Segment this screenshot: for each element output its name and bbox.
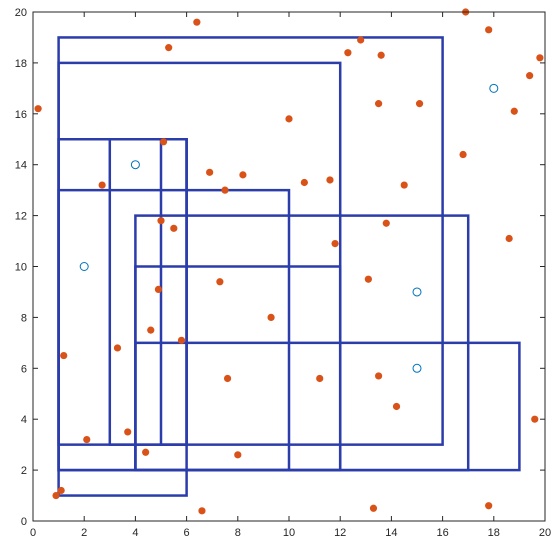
- filled-point-33: [369, 504, 378, 512]
- y-axis-ticks: 0 2 4 6 8 10 12 14 16 18 20: [15, 7, 545, 528]
- open-points-layer: [79, 83, 499, 373]
- y-tick-label-4: 8: [21, 312, 27, 324]
- filled-point-36: [377, 51, 385, 59]
- x-tick-label-0: 0: [30, 527, 36, 539]
- filled-point-26: [300, 178, 308, 187]
- filled-point-9: [147, 326, 155, 334]
- filled-point-35: [375, 372, 383, 380]
- open-point-3: [412, 363, 422, 373]
- filled-point-32: [364, 275, 372, 283]
- open-point-2: [412, 287, 422, 297]
- rectangle-0: [57, 36, 444, 446]
- filled-point-15: [177, 336, 186, 344]
- rectangle-8: [159, 138, 188, 446]
- rectangle-4: [108, 138, 188, 446]
- filled-point-41: [459, 150, 467, 159]
- y-tick-label-5: 10: [15, 262, 27, 274]
- filled-point-17: [198, 507, 206, 515]
- rectangle-3: [57, 188, 291, 472]
- filled-point-34: [375, 100, 383, 108]
- filled-points-layer: [34, 8, 544, 515]
- x-tick-label-2: 4: [132, 527, 138, 539]
- filled-point-21: [223, 374, 232, 383]
- filled-point-25: [285, 115, 293, 123]
- filled-point-49: [536, 54, 544, 62]
- x-tick-label-3: 6: [184, 527, 190, 539]
- filled-point-31: [357, 36, 365, 44]
- x-tick-label-1: 2: [81, 527, 87, 539]
- filled-point-27: [316, 374, 324, 383]
- y-tick-label-1: 2: [21, 465, 27, 477]
- filled-point-19: [216, 278, 224, 286]
- filled-point-22: [234, 451, 242, 459]
- filled-point-5: [98, 181, 106, 189]
- filled-point-29: [331, 239, 339, 248]
- filled-point-7: [124, 428, 132, 436]
- filled-point-16: [193, 18, 201, 26]
- y-tick-label-9: 18: [15, 58, 27, 70]
- rectangle-7: [134, 341, 521, 472]
- filled-point-3: [60, 351, 68, 360]
- filled-point-24: [267, 313, 275, 321]
- filled-point-44: [485, 502, 493, 510]
- filled-point-47: [526, 72, 534, 80]
- x-tick-label-7: 14: [385, 527, 397, 539]
- filled-point-13: [165, 44, 173, 52]
- filled-point-39: [400, 181, 408, 189]
- open-point-1: [130, 160, 140, 170]
- filled-point-4: [83, 435, 91, 444]
- filled-point-2: [57, 486, 65, 495]
- filled-point-8: [142, 448, 150, 456]
- rectangle-6: [134, 265, 342, 472]
- filled-point-37: [382, 219, 390, 227]
- filled-point-45: [505, 234, 513, 243]
- y-tick-label-0: 0: [21, 516, 27, 528]
- filled-point-10: [154, 285, 163, 294]
- filled-point-18: [206, 168, 214, 176]
- x-tick-label-4: 8: [235, 527, 241, 539]
- filled-point-40: [415, 100, 424, 108]
- filled-point-28: [326, 176, 334, 184]
- x-tick-label-8: 16: [436, 527, 448, 539]
- open-point-4: [489, 83, 499, 93]
- filled-point-20: [221, 186, 229, 194]
- y-tick-label-2: 4: [21, 414, 27, 426]
- y-tick-label-10: 20: [15, 7, 27, 19]
- filled-point-14: [170, 224, 178, 232]
- filled-point-38: [392, 402, 401, 411]
- filled-point-0: [34, 105, 42, 113]
- y-tick-label-8: 16: [15, 109, 27, 121]
- open-point-0: [79, 262, 89, 271]
- rectangles-layer: [57, 36, 521, 497]
- filled-point-6: [113, 344, 122, 352]
- y-tick-label-7: 14: [15, 160, 27, 172]
- filled-point-48: [531, 415, 539, 423]
- filled-point-1: [52, 491, 60, 500]
- rectangle-2: [57, 138, 188, 497]
- x-tick-label-6: 12: [334, 527, 346, 539]
- filled-point-30: [344, 49, 352, 57]
- x-tick-label-9: 18: [488, 527, 500, 539]
- x-axis-ticks: 0 2 4 6 8 10 12 14 16 18 20: [30, 12, 551, 539]
- y-tick-label-6: 12: [15, 211, 27, 223]
- x-tick-label-10: 20: [539, 527, 551, 539]
- filled-point-46: [510, 107, 518, 115]
- x-tick-label-5: 10: [283, 527, 295, 539]
- y-tick-label-3: 6: [21, 363, 27, 375]
- filled-point-11: [157, 217, 165, 225]
- filled-point-43: [485, 26, 493, 34]
- filled-point-12: [159, 138, 168, 146]
- filled-point-23: [239, 171, 247, 179]
